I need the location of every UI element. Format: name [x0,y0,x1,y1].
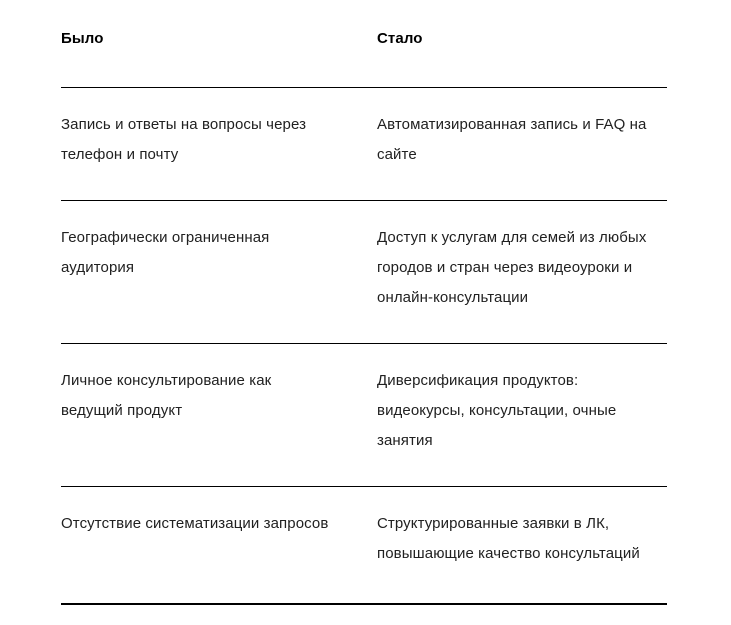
cell-before: Запись и ответы на вопросы через телефон… [61,87,377,201]
table-row: Географически ограниченная аудитория Дос… [61,200,667,344]
cell-before: Личное консультирование как ведущий прод… [61,343,377,487]
cell-after: Автоматизированная запись и FAQ на сайте [377,87,667,201]
table-row: Отсутствие систематизации запросов Струк… [61,486,667,605]
cell-before: Отсутствие систематизации запросов [61,486,377,605]
table-row: Личное консультирование как ведущий прод… [61,343,667,487]
cell-after: Структурированные заявки в ЛК, повышающи… [377,486,667,605]
column-header-after: Стало [377,0,667,88]
table-row: Запись и ответы на вопросы через телефон… [61,87,667,201]
cell-after: Доступ к услугам для семей из любых горо… [377,200,667,344]
column-header-before: Было [61,0,377,88]
cell-before: Географически ограниченная аудитория [61,200,377,344]
comparison-table: Было Стало Запись и ответы на вопросы че… [61,0,667,605]
cell-after: Диверсификация продуктов: видеокурсы, ко… [377,343,667,487]
header-row: Было Стало [61,0,667,88]
comparison-table-container: Было Стало Запись и ответы на вопросы че… [61,0,667,605]
